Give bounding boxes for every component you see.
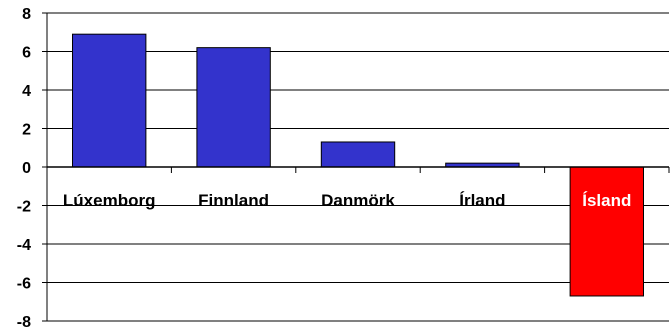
- axes: [42, 12, 670, 322]
- category-label: Ísland: [582, 191, 631, 210]
- bar: [569, 166, 644, 297]
- y-tick-label: -6: [17, 276, 31, 293]
- bars: [72, 33, 644, 297]
- category-label: Lúxemborg: [63, 191, 156, 210]
- y-tick-label: 0: [22, 160, 31, 177]
- category-label: Finnland: [198, 191, 269, 210]
- bar: [320, 141, 396, 168]
- y-tick-label: -2: [17, 199, 31, 216]
- category-label: Danmörk: [321, 191, 395, 210]
- y-axis-tick-labels: 8 6 4 2 0 -2 -4 -6 -8: [17, 6, 31, 331]
- bar: [196, 47, 271, 168]
- y-tick-label: -4: [17, 237, 31, 254]
- y-tick-label: 6: [22, 45, 31, 62]
- bar: [72, 33, 147, 168]
- category-labels: Lúxemborg Finnland Danmörk Írland Ísland: [63, 191, 631, 210]
- y-tick-label: 8: [22, 6, 31, 23]
- y-tick-label: 2: [22, 122, 31, 139]
- category-label: Írland: [459, 191, 505, 210]
- y-tick-label: -8: [17, 314, 31, 331]
- y-tick-label: 4: [22, 83, 31, 100]
